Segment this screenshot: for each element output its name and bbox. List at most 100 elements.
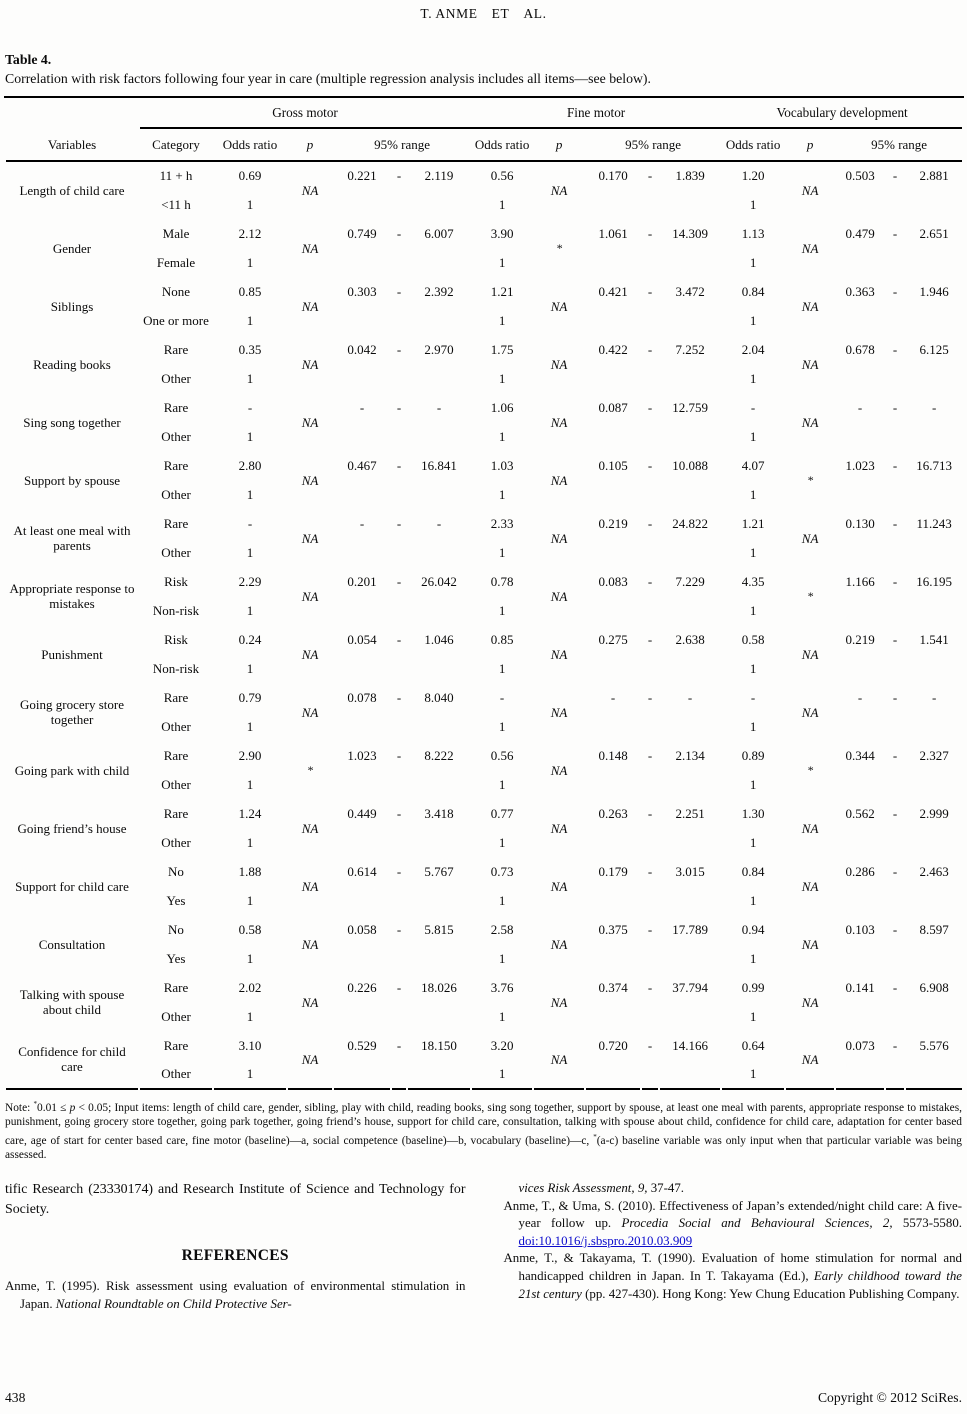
variable-name: Siblings bbox=[50, 298, 94, 314]
reference-odds-cell: 1 bbox=[749, 313, 757, 329]
table-body: Length of child care 11 + h 0.69 NA 0.221 - 2.… bbox=[6, 162, 963, 1090]
range-low-cell: 0.179 bbox=[598, 864, 628, 880]
range-dash-cell: - bbox=[396, 690, 402, 706]
variable-name: At least one meal with parents bbox=[13, 523, 131, 553]
category-cell: Other bbox=[161, 429, 191, 445]
text-segment: (pp. 427-430). Hong Kong: Yew Chung Educ… bbox=[581, 1286, 960, 1301]
range-dash-cell: - bbox=[647, 690, 653, 706]
two-column-text: tific Research (23330174) and Research I… bbox=[5, 1180, 962, 1313]
range-high-cell: 8.222 bbox=[424, 748, 454, 764]
range-dash-cell: - bbox=[647, 400, 653, 416]
category-cell: Male bbox=[162, 226, 190, 242]
reference-odds-cell: 1 bbox=[246, 603, 254, 619]
empty-cell bbox=[586, 655, 640, 684]
reference-odds-cell: 1 bbox=[498, 1009, 506, 1025]
empty-cell bbox=[642, 539, 658, 568]
empty-cell bbox=[334, 597, 390, 626]
range-low-cell: 0.344 bbox=[845, 748, 875, 764]
reference-odds-cell: 1 bbox=[498, 429, 506, 445]
p-value-cell: NA bbox=[550, 820, 568, 836]
range-dash-cell: - bbox=[647, 748, 653, 764]
range-low-cell: 0.105 bbox=[598, 458, 628, 474]
range-low-cell: 0.614 bbox=[347, 864, 377, 880]
odds-ratio-cell: 0.69 bbox=[238, 168, 262, 184]
empty-cell bbox=[836, 1061, 885, 1090]
variable-name: Reading books bbox=[33, 356, 111, 372]
empty-cell bbox=[334, 771, 390, 800]
range-low-cell: 0.103 bbox=[845, 922, 875, 938]
p-value-cell: NA bbox=[801, 646, 819, 662]
empty-cell bbox=[392, 1061, 406, 1090]
empty-cell bbox=[392, 713, 406, 742]
range-high-cell: - bbox=[931, 690, 937, 706]
empty-cell bbox=[586, 1061, 641, 1090]
range-low-cell: 0.449 bbox=[347, 806, 377, 822]
p-value-cell: NA bbox=[550, 878, 568, 894]
range-high-cell: 26.042 bbox=[421, 574, 457, 590]
category-cell: No bbox=[168, 864, 184, 880]
results-table: Gross motor Fine motor Vocabulary develo… bbox=[4, 96, 965, 1090]
reference-odds-cell: 1 bbox=[472, 1061, 533, 1090]
range-low-cell: 1.023 bbox=[347, 748, 377, 764]
range-dash-cell: - bbox=[396, 806, 402, 822]
category-cell: Risk bbox=[164, 632, 188, 648]
range-dash-cell: - bbox=[892, 806, 898, 822]
category-cell: Other bbox=[161, 1009, 191, 1025]
category-cell: Rare bbox=[163, 806, 189, 822]
p-value-cell: NA bbox=[550, 936, 568, 952]
column-header-range-fine: 95% range bbox=[625, 136, 682, 152]
reference-odds-cell: 1 bbox=[749, 487, 757, 503]
range-high-cell: 2.881 bbox=[919, 168, 949, 184]
running-head: T. ANME ET AL. bbox=[420, 6, 547, 21]
reference-odds-cell: 1 bbox=[498, 487, 506, 503]
odds-ratio-cell: - bbox=[750, 400, 756, 416]
range-dash-cell: - bbox=[892, 1038, 898, 1054]
range-dash-cell: - bbox=[396, 748, 402, 764]
empty-cell bbox=[408, 771, 470, 800]
column-header-p-fine: p bbox=[555, 136, 563, 152]
p-value-cell: NA bbox=[301, 240, 319, 256]
reference-category-row: Non-risk 1 1 1 bbox=[6, 597, 962, 626]
range-low-cell: 0.170 bbox=[598, 168, 628, 184]
variable-row: Support for child care No 1.88 NA 0.614 - 5.76… bbox=[6, 858, 962, 893]
reference-category-row: <11 h 1 1 1 bbox=[6, 191, 962, 220]
range-dash-cell: - bbox=[892, 690, 898, 706]
reference-odds-cell: 1 bbox=[214, 1061, 286, 1090]
column-header-odds-ratio-vocab: Odds ratio bbox=[725, 136, 781, 152]
empty-cell bbox=[886, 249, 904, 278]
empty-cell bbox=[836, 539, 884, 568]
reference-odds-cell: 1 bbox=[246, 429, 254, 445]
p-value-cell: NA bbox=[801, 240, 819, 256]
p-value-cell: * bbox=[807, 763, 814, 778]
range-low-cell: 0.421 bbox=[598, 284, 628, 300]
reference-odds-cell: 1 bbox=[749, 661, 757, 677]
odds-ratio-cell: 0.85 bbox=[238, 284, 262, 300]
range-low-cell: - bbox=[857, 400, 863, 416]
odds-ratio-cell: 0.89 bbox=[741, 748, 765, 764]
doi-link[interactable]: doi:10.1016/j.sbspro.2010.03.909 bbox=[518, 1233, 693, 1248]
copyright: Copyright © 2012 SciRes. bbox=[817, 1390, 962, 1405]
reference-odds-cell: 1 bbox=[498, 835, 506, 851]
empty-cell bbox=[886, 481, 904, 510]
range-high-cell: 1.946 bbox=[919, 284, 949, 300]
empty-cell bbox=[586, 423, 640, 452]
text-segment: 37-47. bbox=[647, 1180, 685, 1195]
empty-cell bbox=[334, 481, 390, 510]
range-high-cell: 3.418 bbox=[424, 806, 454, 822]
range-low-cell: 0.263 bbox=[598, 806, 628, 822]
references-heading: REFERENCES bbox=[181, 1246, 289, 1264]
category-cell: 11 + h bbox=[159, 168, 193, 184]
empty-cell bbox=[586, 771, 640, 800]
reference-category-row: Other 1 1 1 bbox=[6, 1061, 963, 1090]
table-head: Table 4. Correlation with risk factors f… bbox=[5, 52, 962, 87]
reference-odds-cell: 1 bbox=[749, 951, 757, 967]
empty-cell bbox=[642, 829, 658, 858]
range-low-cell: 0.529 bbox=[347, 1038, 377, 1054]
range-low-cell: 0.422 bbox=[598, 342, 628, 358]
reference-odds-cell: 1 bbox=[246, 835, 254, 851]
text-segment: Anme, T., & Uma, S. (2010). Effectivenes… bbox=[503, 1198, 963, 1231]
empty-cell bbox=[660, 829, 720, 858]
odds-ratio-cell: 0.73 bbox=[490, 864, 514, 880]
range-low-cell: 0.562 bbox=[845, 806, 875, 822]
p-value-cell: * bbox=[807, 473, 814, 488]
